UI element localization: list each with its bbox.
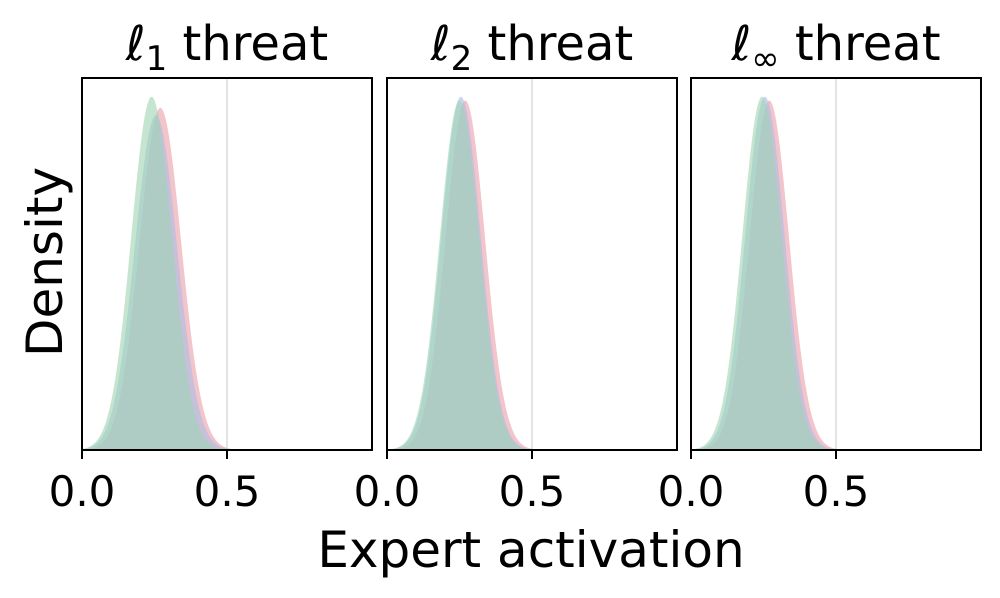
panel-2: 0.0 0.5 ℓ2 threat — [354, 16, 678, 516]
title-subscript: 2 — [451, 39, 473, 79]
density-area-green — [387, 100, 677, 450]
x-tick-label: 0.0 — [354, 467, 421, 516]
title-text: threat — [167, 16, 328, 72]
density-area-green — [82, 96, 372, 450]
panel-3: 0.0 0.5 ℓ∞ threat — [658, 16, 982, 516]
panel-title: ℓ1 threat — [125, 16, 328, 79]
x-tick-label: 0.5 — [803, 467, 870, 516]
title-symbol: ℓ — [430, 16, 451, 72]
title-subscript: ∞ — [751, 39, 779, 79]
x-tick-label: 0.5 — [499, 467, 566, 516]
title-subscript: 1 — [146, 39, 168, 79]
x-tick-label: 0.0 — [658, 467, 725, 516]
title-symbol: ℓ — [125, 16, 146, 72]
title-symbol: ℓ — [730, 16, 751, 72]
x-tick-label: 0.5 — [194, 467, 261, 516]
title-text: threat — [780, 16, 941, 72]
y-axis-label: Density — [16, 167, 74, 357]
panel-title: ℓ2 threat — [430, 16, 633, 79]
title-text: threat — [472, 16, 633, 72]
panel-1: 0.0 0.5 ℓ1 threat — [49, 16, 373, 516]
x-axis-label: Expert activation — [317, 521, 744, 579]
panel-title: ℓ∞ threat — [730, 16, 940, 79]
x-tick-label: 0.0 — [49, 467, 116, 516]
density-area-green — [691, 96, 981, 450]
